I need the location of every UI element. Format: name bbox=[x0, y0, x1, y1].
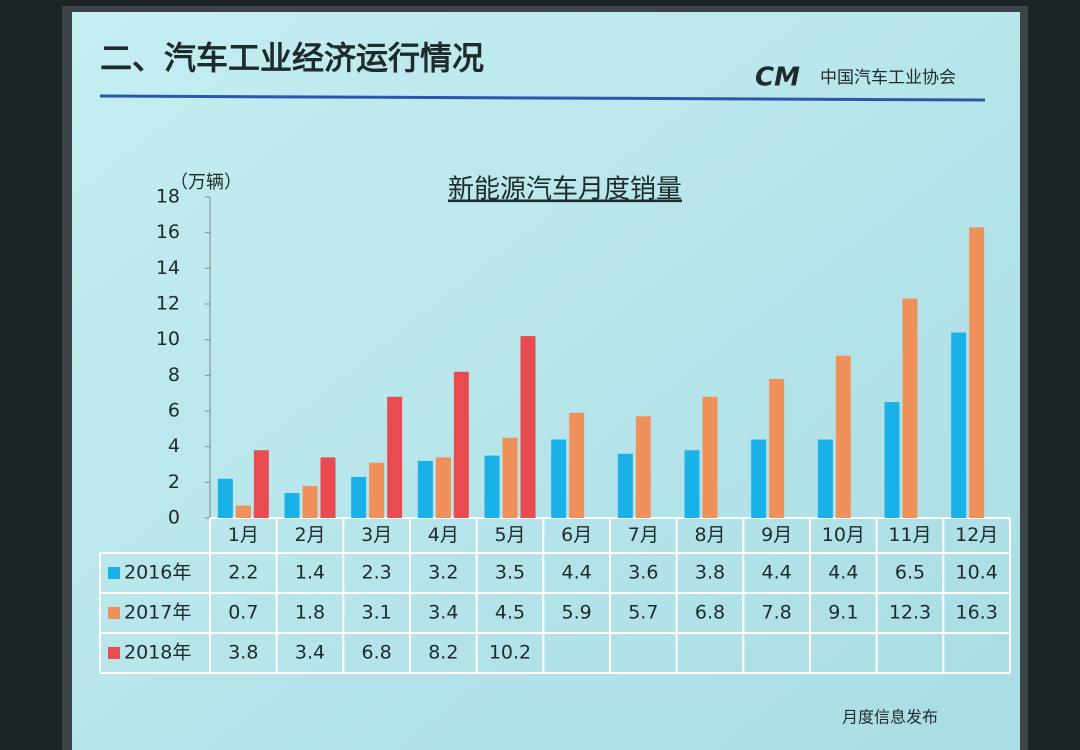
bar bbox=[351, 476, 367, 518]
bar bbox=[969, 227, 985, 519]
bar bbox=[284, 493, 300, 518]
bar bbox=[769, 378, 785, 518]
y-tick-label: 10 bbox=[156, 328, 180, 350]
x-tick-label: 6月 bbox=[561, 524, 592, 546]
x-tick-label: 5月 bbox=[494, 524, 525, 546]
table-cell: 4.4 bbox=[828, 562, 858, 584]
x-tick-label: 4月 bbox=[428, 524, 459, 546]
x-tick-label: 10月 bbox=[822, 524, 865, 546]
bar bbox=[902, 298, 918, 518]
y-tick-label: 2 bbox=[168, 471, 180, 493]
table-cell: 3.8 bbox=[695, 562, 725, 584]
bar bbox=[253, 450, 269, 518]
bar bbox=[369, 462, 385, 518]
bar bbox=[217, 478, 233, 518]
x-tick-label: 11月 bbox=[888, 524, 931, 546]
table-cell: 3.4 bbox=[428, 602, 458, 624]
table-cell: 12.3 bbox=[889, 602, 931, 624]
bar bbox=[302, 485, 318, 518]
table-cell: 3.4 bbox=[295, 642, 325, 664]
y-tick-label: 16 bbox=[156, 221, 180, 243]
table-cell: 0.7 bbox=[228, 602, 258, 624]
legend-swatch bbox=[108, 607, 120, 619]
table-cell: 7.8 bbox=[762, 602, 792, 624]
bar bbox=[702, 396, 718, 518]
table-cell: 3.6 bbox=[628, 562, 658, 584]
chart-title: 新能源汽车月度销量 bbox=[448, 175, 682, 205]
table-cell: 1.8 bbox=[295, 602, 325, 624]
slide bbox=[72, 12, 1020, 750]
y-tick-label: 14 bbox=[156, 257, 180, 279]
table-cell: 5.9 bbox=[562, 602, 592, 624]
bar bbox=[684, 450, 700, 518]
x-tick-label: 8月 bbox=[694, 524, 725, 546]
y-tick-label: 6 bbox=[168, 400, 180, 422]
y-tick-label: 18 bbox=[156, 186, 180, 208]
x-tick-label: 12月 bbox=[955, 524, 998, 546]
table-cell: 3.1 bbox=[362, 602, 392, 624]
table-cell: 3.5 bbox=[495, 562, 525, 584]
bar bbox=[884, 402, 900, 518]
legend-swatch bbox=[108, 567, 120, 579]
bar bbox=[817, 439, 833, 518]
table-cell: 6.8 bbox=[695, 602, 725, 624]
bar bbox=[617, 453, 633, 518]
bar bbox=[951, 332, 967, 518]
table-cell: 6.8 bbox=[362, 642, 392, 664]
table-cell: 10.4 bbox=[956, 562, 998, 584]
bar bbox=[635, 416, 651, 518]
logo-text: 中国汽车工业协会 bbox=[820, 68, 956, 88]
bar bbox=[569, 412, 585, 518]
table-cell: 2.3 bbox=[362, 562, 392, 584]
bar bbox=[551, 439, 567, 518]
table-cell: 6.5 bbox=[895, 562, 925, 584]
y-tick-label: 8 bbox=[168, 364, 180, 386]
bar bbox=[435, 457, 451, 518]
x-tick-label: 9月 bbox=[761, 524, 792, 546]
y-tick-label: 12 bbox=[156, 293, 180, 315]
legend-label: 2017年 bbox=[124, 602, 191, 624]
header-rule bbox=[99, 94, 986, 102]
y-axis-label: （万辆） bbox=[170, 172, 242, 193]
bar bbox=[453, 371, 469, 518]
legend-label: 2016年 bbox=[124, 562, 191, 584]
legend-swatch bbox=[108, 647, 120, 659]
table-cell: 1.4 bbox=[295, 562, 325, 584]
table-cell: 5.7 bbox=[628, 602, 658, 624]
table-cell: 8.2 bbox=[428, 642, 458, 664]
y-tick-label: 4 bbox=[168, 435, 180, 457]
bar bbox=[484, 455, 500, 518]
table-cell: 10.2 bbox=[489, 642, 531, 664]
x-tick-label: 7月 bbox=[628, 524, 659, 546]
table-cell: 2.2 bbox=[228, 562, 258, 584]
table-cell: 4.5 bbox=[495, 602, 525, 624]
bar bbox=[520, 336, 536, 518]
footer-text: 月度信息发布 bbox=[842, 708, 938, 727]
table-cell: 4.4 bbox=[762, 562, 792, 584]
bar bbox=[235, 505, 251, 518]
y-tick-label: 0 bbox=[168, 507, 180, 529]
bar bbox=[835, 355, 851, 518]
table-cell: 16.3 bbox=[956, 602, 998, 624]
table-cell: 3.8 bbox=[228, 642, 258, 664]
table-cell: 4.4 bbox=[562, 562, 592, 584]
table-cell: 3.2 bbox=[428, 562, 458, 584]
table-cell: 9.1 bbox=[828, 602, 858, 624]
x-tick-label: 1月 bbox=[228, 524, 259, 546]
bar bbox=[502, 437, 518, 518]
bar bbox=[417, 460, 433, 518]
bar bbox=[320, 457, 336, 518]
x-tick-label: 3月 bbox=[361, 524, 392, 546]
x-tick-label: 2月 bbox=[294, 524, 325, 546]
legend-label: 2018年 bbox=[124, 642, 191, 664]
bar bbox=[751, 439, 767, 518]
slide-title: 二、汽车工业经济运行情况 bbox=[100, 39, 484, 77]
bar bbox=[387, 396, 403, 518]
logo-mark: CM bbox=[755, 63, 800, 93]
